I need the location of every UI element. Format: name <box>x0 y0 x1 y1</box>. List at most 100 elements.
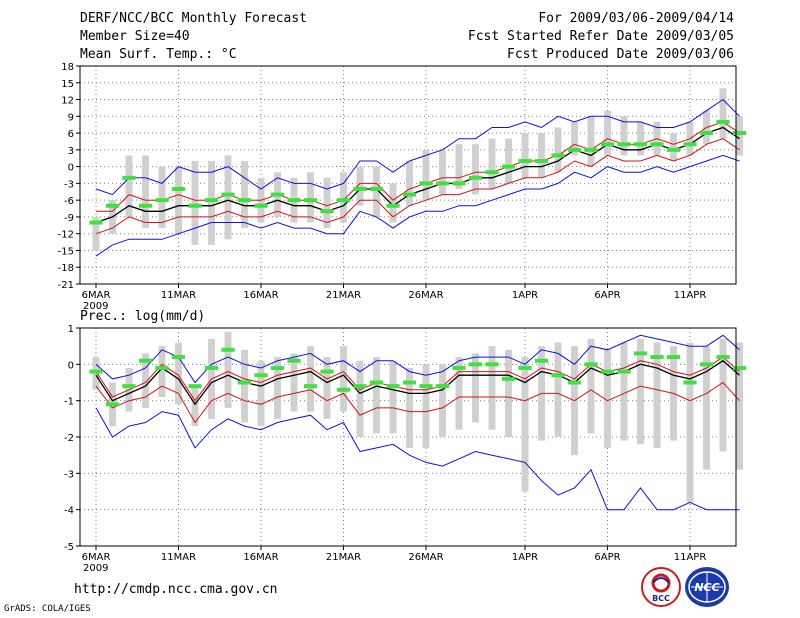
prec-observed-marker <box>89 369 103 374</box>
prec-observed-marker <box>237 380 252 385</box>
temp-range-bar <box>158 166 166 229</box>
temp-observed-marker <box>716 119 730 124</box>
temp-range-bar <box>637 121 644 156</box>
prec-range-bar <box>604 349 611 448</box>
prec-range-bar <box>422 364 430 448</box>
prec-range-bar <box>620 342 628 441</box>
prec-observed-marker <box>188 384 202 389</box>
prec-upper-envelope-line <box>95 334 740 384</box>
temp-observed-marker <box>567 147 582 152</box>
temp-observed-marker <box>204 198 219 203</box>
temp-observed-marker <box>402 192 417 197</box>
temp-range-bar <box>538 133 545 178</box>
temp-observed-marker <box>732 131 747 136</box>
temp-xtick-label: 6APR <box>594 290 620 301</box>
prec-observed-marker <box>386 384 400 389</box>
prec-xtick-label: 1APR <box>512 552 538 563</box>
temp-observed-marker <box>270 192 285 197</box>
prec-xtick-label: 11MAR <box>161 552 196 563</box>
prec-range-bar <box>653 342 661 448</box>
temp-range-bar <box>455 144 463 189</box>
temp-range-bar <box>554 127 562 173</box>
temp-observed-marker <box>534 159 549 164</box>
prec-observed-marker <box>435 384 450 389</box>
temp-observed-marker <box>155 198 169 203</box>
prec-xtick-label: 6APR <box>594 552 620 563</box>
temp-xtick-label: 11MAR <box>161 290 196 301</box>
temp-observed-marker <box>468 175 483 180</box>
temp-observed-marker <box>320 209 334 214</box>
prec-ytick-label: -3 <box>64 469 74 480</box>
prec-range-bar <box>158 346 166 398</box>
temp-range-bar <box>620 116 628 156</box>
temp-range-bar <box>505 138 512 184</box>
temp-range-bar <box>719 88 727 139</box>
prec-range-bar <box>736 342 743 470</box>
temp-observed-marker <box>221 192 235 197</box>
prec-observed-marker <box>155 365 169 370</box>
prec-range-bar <box>241 349 248 423</box>
prec-range-bar <box>373 357 380 434</box>
temp-ytick-label: 6 <box>68 129 74 140</box>
prec-range-bar <box>505 349 512 437</box>
prec-ytick-label: 0 <box>68 360 74 371</box>
temp-observed-marker <box>188 203 202 208</box>
variable-label-temperature: Mean Surf. Temp.: °C <box>80 47 237 62</box>
prec-observed-marker <box>122 384 136 389</box>
temp-xtick-label: 21MAR <box>326 290 361 301</box>
temp-observed-marker <box>683 142 697 147</box>
prec-ytick-label: -5 <box>64 542 74 553</box>
temp-observed-marker <box>386 203 400 208</box>
temp-observed-marker <box>122 175 136 180</box>
prec-observed-marker <box>683 380 697 385</box>
prec-observed-marker <box>221 347 235 352</box>
temp-range-bar <box>406 161 413 206</box>
temp-range-bar <box>736 116 743 156</box>
prec-mean-line <box>95 359 740 406</box>
temp-range-bar <box>439 149 446 195</box>
prec-range-bar <box>142 353 149 408</box>
temp-observed-marker <box>666 147 681 152</box>
prec-range-bar <box>488 346 496 430</box>
prec-observed-marker <box>320 369 334 374</box>
chart-title: DERF/NCC/BCC Monthly Forecast <box>80 11 307 26</box>
prec-range-bar <box>340 346 347 412</box>
temp-range-bar <box>604 110 611 156</box>
temp-range-bar <box>307 172 314 223</box>
prec-observed-marker <box>303 384 318 389</box>
temp-range-bar <box>571 121 578 156</box>
temp-range-bar <box>224 155 232 240</box>
prec-range-bar <box>323 357 331 419</box>
prec-observed-marker <box>485 362 499 367</box>
temp-observed-marker <box>600 142 615 147</box>
temp-range-bar <box>323 177 331 229</box>
ncc-logo: NCC <box>685 567 729 607</box>
temp-ytick-label: 9 <box>68 112 74 123</box>
temp-observed-marker <box>501 164 516 169</box>
forecast-produced-date: Fcst Produced Date 2009/03/06 <box>507 47 734 62</box>
temp-observed-marker <box>287 198 301 203</box>
temp-ytick-label: 18 <box>61 62 74 73</box>
prec-range-bar <box>719 338 727 452</box>
temp-observed-marker <box>699 131 714 136</box>
prec-observed-marker <box>732 365 747 370</box>
temp-observed-marker <box>485 170 499 175</box>
temp-observed-marker <box>419 181 433 186</box>
bcc-logo: BCC <box>641 567 681 607</box>
prec-observed-marker <box>468 362 483 367</box>
prec-lower-envelope-line <box>95 407 740 511</box>
prec-observed-marker <box>270 365 285 370</box>
prec-xtick-label: 6MAR <box>82 552 111 563</box>
temp-upper-spread-line <box>96 121 740 212</box>
temp-range-bar <box>208 161 215 245</box>
prec-range-bar <box>587 338 595 434</box>
temp-observed-marker <box>105 203 120 208</box>
temp-observed-marker <box>254 203 268 208</box>
prec-range-bar <box>290 353 298 412</box>
prec-range-bar <box>257 360 265 427</box>
prec-xtick-label: 16MAR <box>243 552 278 563</box>
temp-range-bar <box>373 166 380 217</box>
temp-observed-marker <box>617 142 631 147</box>
prec-range-bar <box>356 360 364 437</box>
